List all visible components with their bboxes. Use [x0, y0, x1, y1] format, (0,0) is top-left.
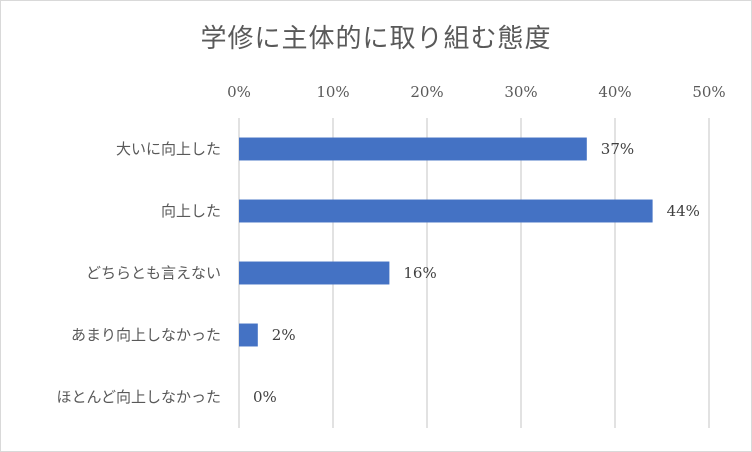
bars [239, 137, 653, 347]
category-label: どちらとも言えない [86, 264, 221, 282]
data-labels: 37% 44% 16% 2% 0% [253, 140, 700, 406]
category-label: 大いに向上した [116, 140, 221, 158]
x-tick-label: 40% [598, 83, 631, 101]
data-label: 16% [403, 264, 436, 282]
x-tick-label: 0% [227, 83, 251, 101]
bar-3 [239, 323, 258, 347]
data-label: 0% [253, 388, 277, 406]
x-tick-label: 30% [504, 83, 537, 101]
bar-1 [239, 199, 653, 223]
chart-title: 学修に主体的に取り組む態度 [200, 24, 552, 54]
data-label: 37% [601, 140, 634, 158]
x-tick-label: 10% [316, 83, 349, 101]
data-label: 44% [667, 202, 700, 220]
bar-2 [239, 261, 390, 285]
x-tick-label: 50% [692, 83, 725, 101]
x-tick-labels: 0% 10% 20% 30% 40% 50% [227, 83, 726, 101]
category-label: ほとんど向上しなかった [56, 388, 221, 406]
category-label: あまり向上しなかった [71, 326, 221, 344]
category-label: 向上した [161, 202, 221, 220]
bar-0 [239, 137, 587, 161]
x-tick-label: 20% [410, 83, 443, 101]
data-label: 2% [272, 326, 296, 344]
category-labels: 大いに向上した向上したどちらとも言えないあまり向上しなかったほとんど向上しなかっ… [56, 140, 221, 406]
